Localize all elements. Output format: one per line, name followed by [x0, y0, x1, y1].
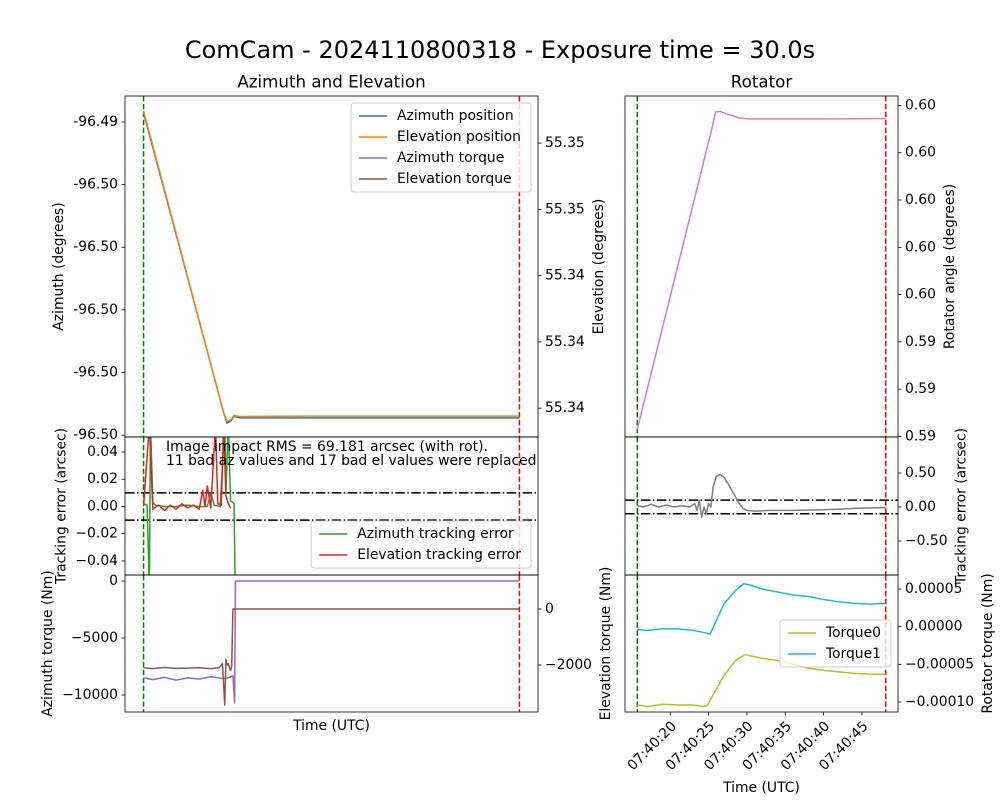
panel: 0.00005 0.00000 −0.00005 −0.00010 Rotator to…	[624, 573, 996, 796]
series-line	[637, 473, 886, 518]
y-tick-label: −0.00010	[905, 694, 974, 710]
y-tick-label: -96.50	[73, 427, 118, 443]
legend: Azimuth tracking error Elevation tracking…	[310, 520, 532, 569]
legend-box	[310, 520, 532, 569]
y-axis-label: Azimuth torque (Nm)	[40, 570, 56, 716]
series-line	[637, 582, 886, 635]
y-tick-label: 55.34	[545, 400, 585, 416]
legend-label: Azimuth position	[397, 108, 514, 124]
y-tick-label: 0.60	[905, 239, 936, 255]
y-tick-label: 0.00	[87, 498, 118, 514]
y-tick-label: 0.60	[905, 97, 936, 113]
legend-label: Azimuth torque	[397, 150, 504, 166]
y-tick-label: 55.34	[545, 268, 585, 284]
y-tick-label: 0.00000	[905, 619, 962, 635]
series-line	[143, 580, 520, 704]
series-line	[142, 437, 232, 512]
y-tick-label: 55.34	[545, 334, 585, 350]
y-tick-label: -96.49	[73, 114, 118, 130]
series-line	[143, 608, 520, 706]
y-tick-label: 0.04	[87, 444, 118, 460]
legend-label: Torque0	[825, 625, 881, 641]
y-axis-label: Tracking error (arcsec)	[53, 428, 69, 585]
legend: Azimuth position Elevation position Azimut…	[350, 102, 532, 193]
axes-frame	[624, 574, 899, 713]
y-tick-label: −10000	[62, 687, 118, 703]
y-axis-label: Azimuth (degrees)	[51, 202, 67, 330]
y-tick-label: −5000	[71, 630, 118, 646]
y-tick-label: 0.59	[905, 428, 936, 444]
y-axis-label: Elevation torque (Nm)	[598, 567, 614, 721]
y-tick-label: −2000	[545, 657, 592, 673]
y-tick-label: 0.60	[905, 192, 936, 208]
series-line	[142, 110, 520, 423]
legend-label: Elevation torque	[397, 171, 512, 187]
panel: -96.49 -96.50 -96.50 -96.50 -96.50 -96.50 Azim…	[51, 72, 607, 444]
annotation: Image impact RMS = 69.181 arcsec (with r…	[166, 439, 488, 455]
y-tick-label: 0.59	[905, 334, 936, 350]
y-tick-label: 0.60	[905, 145, 936, 161]
y-tick-label: 0.59	[905, 381, 936, 397]
panel: 0 −5000 −10000 Azimuth torque (Nm) 0 −2000 Ele…	[40, 567, 614, 734]
y-tick-label: 0.50	[905, 465, 936, 481]
x-axis-label: Time (UTC)	[722, 780, 800, 796]
legend-label: Elevation tracking error	[357, 547, 521, 563]
series-line	[636, 110, 886, 430]
y-tick-label: -96.50	[73, 364, 118, 380]
y-axis-label: Tracking error (arcsec)	[954, 428, 970, 585]
plot-area	[636, 96, 887, 437]
series-line	[637, 653, 886, 708]
panel-title: Azimuth and Elevation	[237, 72, 425, 92]
panel: 0.50 0.00 −0.50 Tracking error (arcsec)	[624, 428, 970, 585]
legend-box	[350, 102, 532, 193]
y-tick-label: −0.02	[75, 526, 118, 542]
y-tick-label: −0.04	[75, 553, 118, 569]
y-tick-label: 0	[545, 601, 554, 617]
y-tick-label: −0.00005	[905, 656, 974, 672]
annotation: 11 bad az values and 17 bad el values we…	[166, 453, 537, 469]
figure-title: ComCam - 2024110800318 - Exposure time =…	[185, 36, 815, 64]
y-tick-label: 55.35	[545, 201, 585, 217]
legend-label: Torque1	[825, 646, 881, 662]
panel: 0.04 0.02 0.00 −0.02 −0.04 Tracking error (ar…	[53, 428, 539, 585]
y-tick-label: 0.00005	[905, 581, 962, 597]
panel-title: Rotator	[731, 72, 793, 92]
y-tick-label: 0	[109, 573, 118, 589]
y-tick-label: -96.50	[73, 177, 118, 193]
y-axis-label: Rotator angle (degrees)	[942, 184, 958, 349]
y-tick-label: 0.60	[905, 287, 936, 303]
legend-label: Elevation position	[397, 129, 521, 145]
plot-area	[142, 575, 521, 712]
legend: Torque0 Torque1	[779, 619, 892, 668]
legend-label: Azimuth tracking error	[357, 526, 514, 542]
axes-frame	[124, 574, 539, 713]
legend-box	[779, 619, 892, 668]
x-axis-label: Time (UTC)	[292, 718, 370, 734]
y-tick-label: -96.50	[73, 239, 118, 255]
y-tick-label: 0.00	[905, 499, 936, 515]
y-tick-label: −0.50	[905, 533, 948, 549]
y-tick-label: -96.50	[73, 302, 118, 318]
plot-area	[625, 437, 898, 575]
panel: 0.60 0.60 0.60 0.60 0.60 0.59 0.59 0.59 Rotator …	[624, 72, 958, 444]
y-tick-label: 0.02	[87, 471, 118, 487]
y-tick-label: 55.35	[545, 135, 585, 151]
y-axis-label: Elevation (degrees)	[591, 199, 607, 335]
y-axis-label: Rotator torque (Nm)	[980, 573, 996, 713]
